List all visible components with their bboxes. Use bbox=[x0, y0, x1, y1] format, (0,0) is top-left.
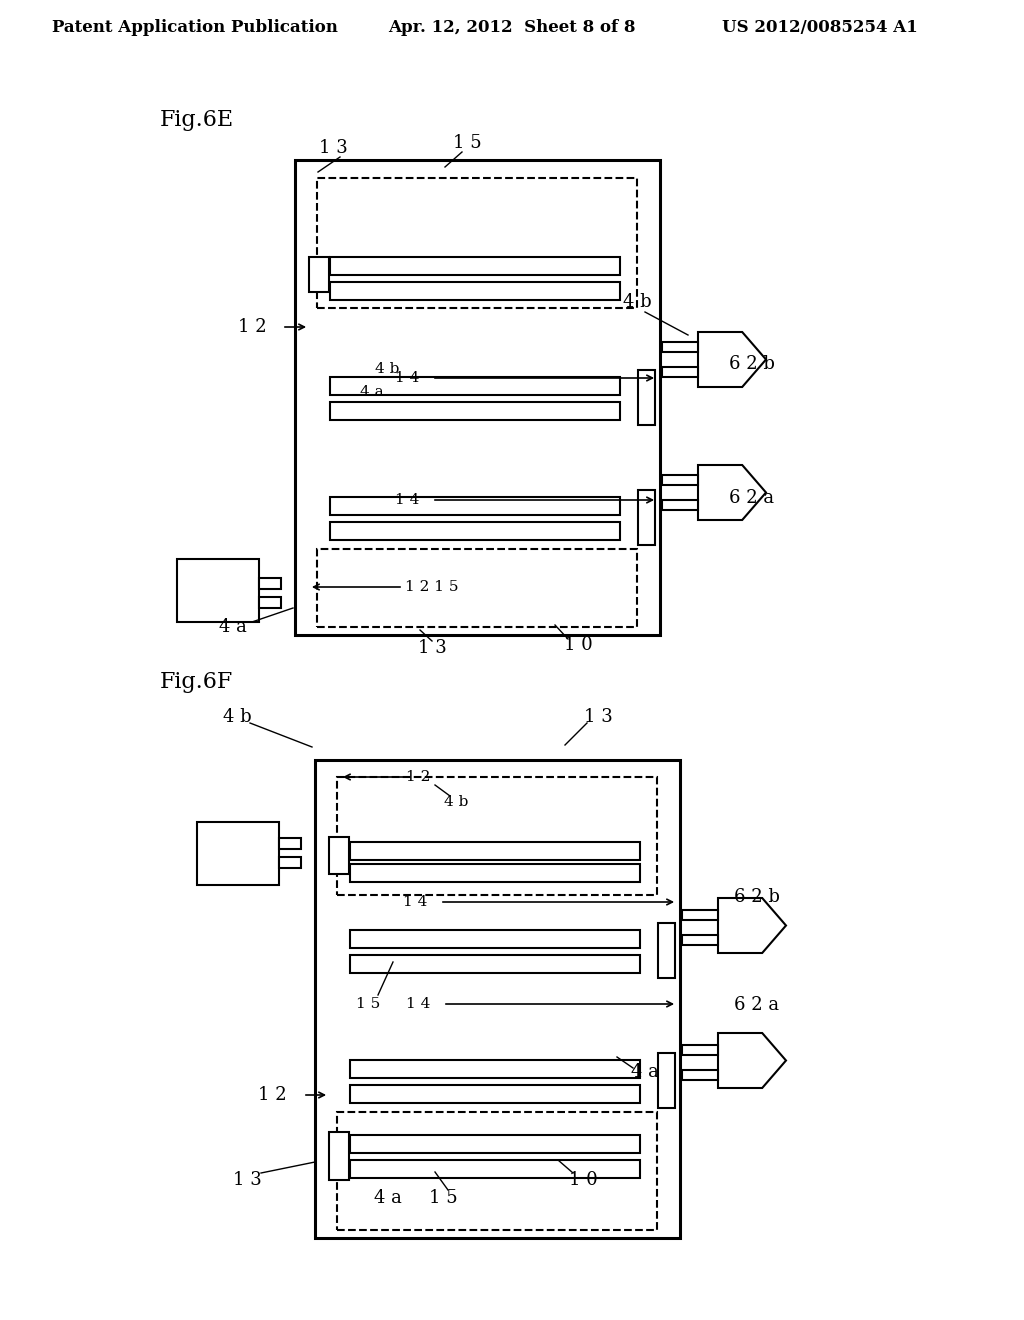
Bar bbox=[350, 1085, 640, 1104]
Text: 4 a: 4 a bbox=[219, 618, 247, 636]
Text: 1 2: 1 2 bbox=[258, 1086, 287, 1104]
Text: Fig.6F: Fig.6F bbox=[160, 671, 233, 693]
Bar bbox=[350, 1160, 640, 1177]
Bar bbox=[330, 378, 620, 395]
Bar bbox=[329, 837, 349, 874]
Bar bbox=[662, 367, 698, 378]
Bar bbox=[279, 857, 301, 869]
Bar bbox=[315, 760, 680, 1238]
Text: 1 3: 1 3 bbox=[232, 1171, 261, 1189]
Text: 4 a: 4 a bbox=[631, 1063, 658, 1081]
Bar bbox=[682, 909, 718, 920]
Text: 1 5: 1 5 bbox=[356, 997, 380, 1011]
Polygon shape bbox=[718, 898, 786, 953]
Bar bbox=[329, 1133, 349, 1180]
Text: 4 a: 4 a bbox=[360, 385, 384, 399]
Text: 1 5: 1 5 bbox=[429, 1189, 458, 1206]
Bar bbox=[337, 1111, 657, 1230]
Bar bbox=[682, 1071, 718, 1080]
Bar bbox=[337, 777, 657, 895]
Bar bbox=[658, 1053, 675, 1107]
Bar bbox=[350, 954, 640, 973]
Text: US 2012/0085254 A1: US 2012/0085254 A1 bbox=[722, 20, 918, 37]
Text: 1 3: 1 3 bbox=[418, 639, 446, 657]
Text: 1 4: 1 4 bbox=[402, 895, 427, 909]
Text: 4 b: 4 b bbox=[443, 795, 468, 809]
Bar bbox=[658, 923, 675, 978]
Text: 6 2 b: 6 2 b bbox=[734, 888, 780, 906]
Bar bbox=[638, 490, 655, 545]
Bar bbox=[330, 282, 620, 300]
Bar bbox=[330, 257, 620, 275]
Bar bbox=[330, 521, 620, 540]
Text: 1 3: 1 3 bbox=[318, 139, 347, 157]
Polygon shape bbox=[698, 465, 766, 520]
Text: 1 4: 1 4 bbox=[395, 492, 419, 507]
Bar bbox=[330, 498, 620, 515]
Text: 4 a: 4 a bbox=[374, 1189, 402, 1206]
Bar bbox=[350, 1060, 640, 1078]
Bar bbox=[197, 822, 279, 884]
Text: 6 2 a: 6 2 a bbox=[729, 488, 774, 507]
Text: 1 4: 1 4 bbox=[395, 371, 419, 385]
Bar bbox=[350, 865, 640, 882]
Bar bbox=[309, 257, 329, 292]
Bar bbox=[350, 931, 640, 948]
Bar bbox=[662, 342, 698, 352]
Bar bbox=[330, 403, 620, 420]
Text: 1 5: 1 5 bbox=[453, 135, 481, 152]
Text: 1 3: 1 3 bbox=[584, 708, 612, 726]
Bar bbox=[350, 1135, 640, 1152]
Bar bbox=[317, 549, 637, 627]
Text: 1 2: 1 2 bbox=[238, 318, 266, 337]
Bar bbox=[295, 160, 660, 635]
Text: 6 2 a: 6 2 a bbox=[734, 997, 779, 1014]
Text: 1 0: 1 0 bbox=[568, 1171, 597, 1189]
Bar bbox=[317, 178, 637, 308]
Text: 4 b: 4 b bbox=[375, 362, 399, 376]
Text: Apr. 12, 2012  Sheet 8 of 8: Apr. 12, 2012 Sheet 8 of 8 bbox=[388, 20, 636, 37]
Bar bbox=[177, 558, 259, 622]
Bar bbox=[350, 842, 640, 861]
Bar bbox=[682, 1045, 718, 1055]
Text: 1 2 1 5: 1 2 1 5 bbox=[406, 579, 459, 594]
Bar bbox=[259, 597, 281, 609]
Text: Fig.6E: Fig.6E bbox=[160, 110, 234, 131]
Text: 1 4: 1 4 bbox=[406, 997, 430, 1011]
Text: 6 2 b: 6 2 b bbox=[729, 355, 775, 374]
Polygon shape bbox=[698, 333, 766, 387]
Text: 4 b: 4 b bbox=[623, 293, 651, 312]
Bar bbox=[662, 500, 698, 510]
Text: Patent Application Publication: Patent Application Publication bbox=[52, 20, 338, 37]
Polygon shape bbox=[718, 1034, 786, 1088]
Bar bbox=[682, 935, 718, 945]
Bar bbox=[662, 475, 698, 484]
Text: 1 0: 1 0 bbox=[563, 636, 592, 653]
Bar bbox=[638, 370, 655, 425]
Bar bbox=[259, 578, 281, 589]
Text: 4 b: 4 b bbox=[222, 708, 251, 726]
Text: 1 2: 1 2 bbox=[406, 770, 430, 784]
Bar bbox=[279, 838, 301, 849]
